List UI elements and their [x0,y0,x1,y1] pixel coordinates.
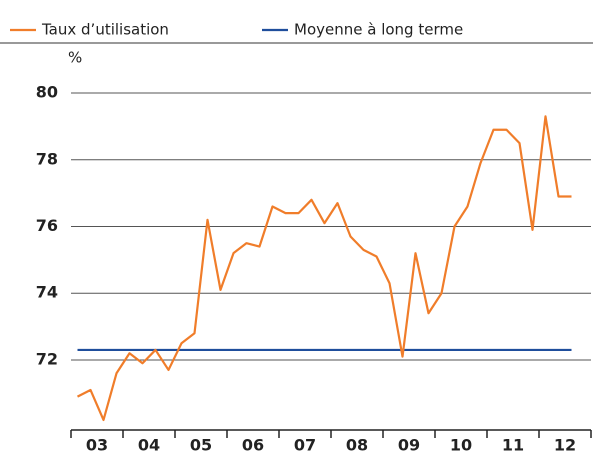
x-tick-label: 07 [294,436,316,454]
y-tick-label: 80 [36,83,58,102]
x-tick-label: 09 [398,436,420,454]
x-tick-label: 12 [554,436,576,454]
x-tick-label: 03 [86,436,108,454]
x-tick-label: 06 [242,436,264,454]
x-tick-label: 11 [502,436,524,454]
y-tick-label: 78 [36,149,58,168]
x-tick-label: 10 [450,436,472,454]
y-tick-label: 72 [36,349,58,368]
y-tick-label: 74 [36,283,58,302]
legend-label: Taux d’utilisation [41,21,169,39]
x-tick-label: 05 [190,436,212,454]
series-line [76,115,572,422]
y-tick-label: 76 [36,216,58,235]
unit-label: % [68,49,82,67]
legend-label: Moyenne à long terme [294,21,463,39]
x-tick-label: 04 [138,436,160,454]
x-tick-label: 08 [346,436,368,454]
